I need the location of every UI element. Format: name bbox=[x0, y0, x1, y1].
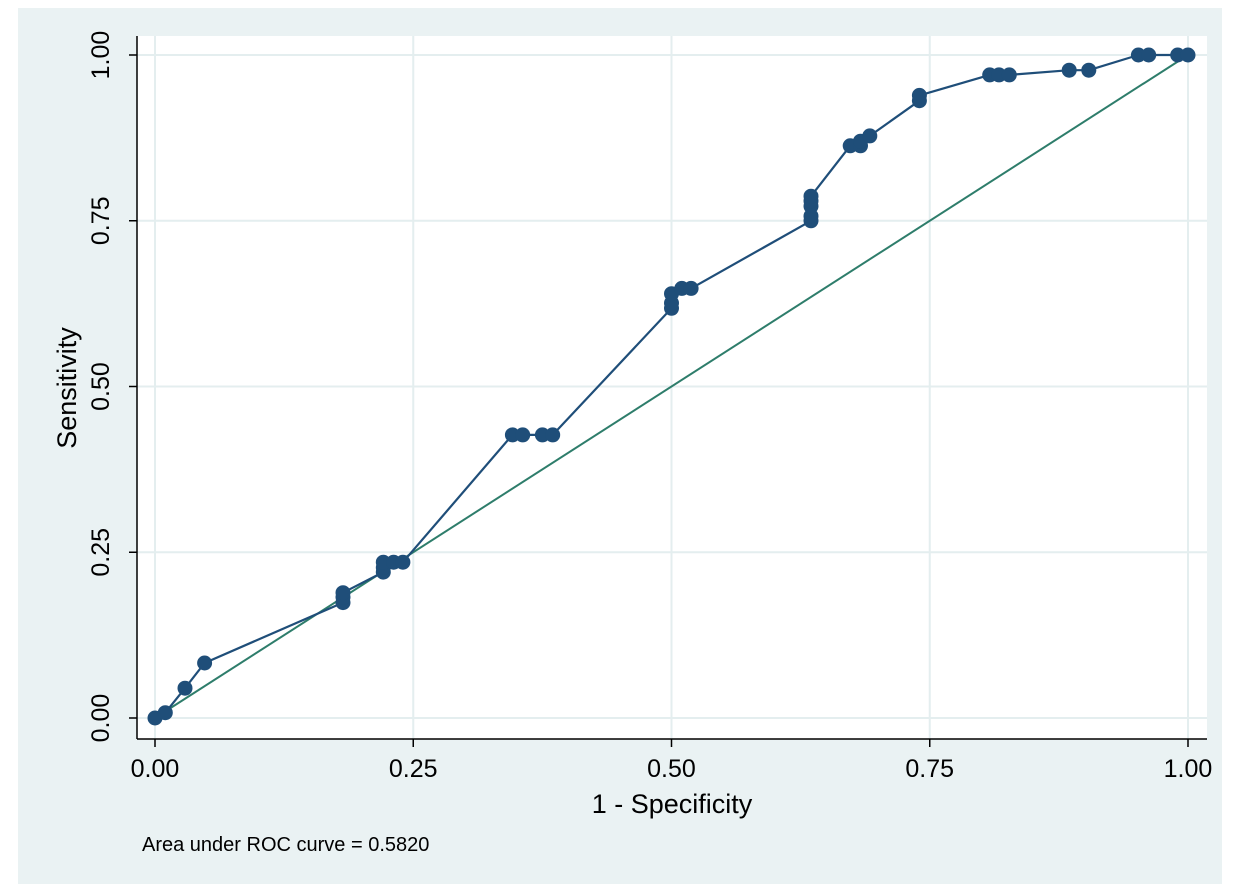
roc-point bbox=[1061, 62, 1077, 78]
roc-point bbox=[1001, 67, 1017, 83]
reference-line bbox=[154, 54, 1189, 719]
roc-point bbox=[534, 427, 550, 443]
roc-point bbox=[1141, 47, 1157, 63]
y-tick-label: 0.00 bbox=[87, 694, 115, 743]
x-tick-label: 1.00 bbox=[1164, 755, 1213, 783]
auc-note: Area under ROC curve = 0.5820 bbox=[142, 834, 429, 856]
roc-point bbox=[335, 585, 351, 601]
x-tick-label: 0.00 bbox=[131, 755, 180, 783]
roc-point bbox=[157, 705, 173, 721]
reference-line-group bbox=[154, 54, 1189, 719]
roc-point bbox=[991, 67, 1007, 83]
x-tick-label: 0.75 bbox=[905, 755, 954, 783]
roc-point bbox=[683, 280, 699, 296]
roc-point bbox=[504, 427, 520, 443]
roc-point bbox=[1081, 62, 1097, 78]
roc-point bbox=[911, 87, 927, 103]
axes bbox=[129, 36, 1207, 747]
x-axis-title: 1 - Specificity bbox=[592, 789, 753, 819]
roc-point bbox=[1180, 47, 1196, 63]
roc-point bbox=[375, 554, 391, 570]
x-tick-label: 0.50 bbox=[647, 755, 696, 783]
roc-point bbox=[862, 128, 878, 144]
roc-point bbox=[1170, 47, 1186, 63]
y-tick-label: 0.75 bbox=[87, 196, 115, 245]
y-axis-title: Sensitivity bbox=[52, 327, 82, 449]
y-tick-label: 1.00 bbox=[87, 31, 115, 80]
roc-point bbox=[1130, 47, 1146, 63]
roc-points-group bbox=[147, 47, 1196, 726]
y-tick-label: 0.50 bbox=[87, 362, 115, 411]
tick-labels: 0.00 0.25 0.50 0.75 1.00 0.00 0.25 0.50 0.75 1.00 bbox=[87, 31, 1212, 783]
y-tick-label: 0.25 bbox=[87, 528, 115, 577]
roc-point bbox=[177, 680, 193, 696]
roc-point bbox=[515, 427, 531, 443]
x-tick-label: 0.25 bbox=[389, 755, 438, 783]
roc-point bbox=[395, 554, 411, 570]
roc-point bbox=[545, 427, 561, 443]
roc-point bbox=[197, 655, 213, 671]
roc-point bbox=[803, 188, 819, 204]
